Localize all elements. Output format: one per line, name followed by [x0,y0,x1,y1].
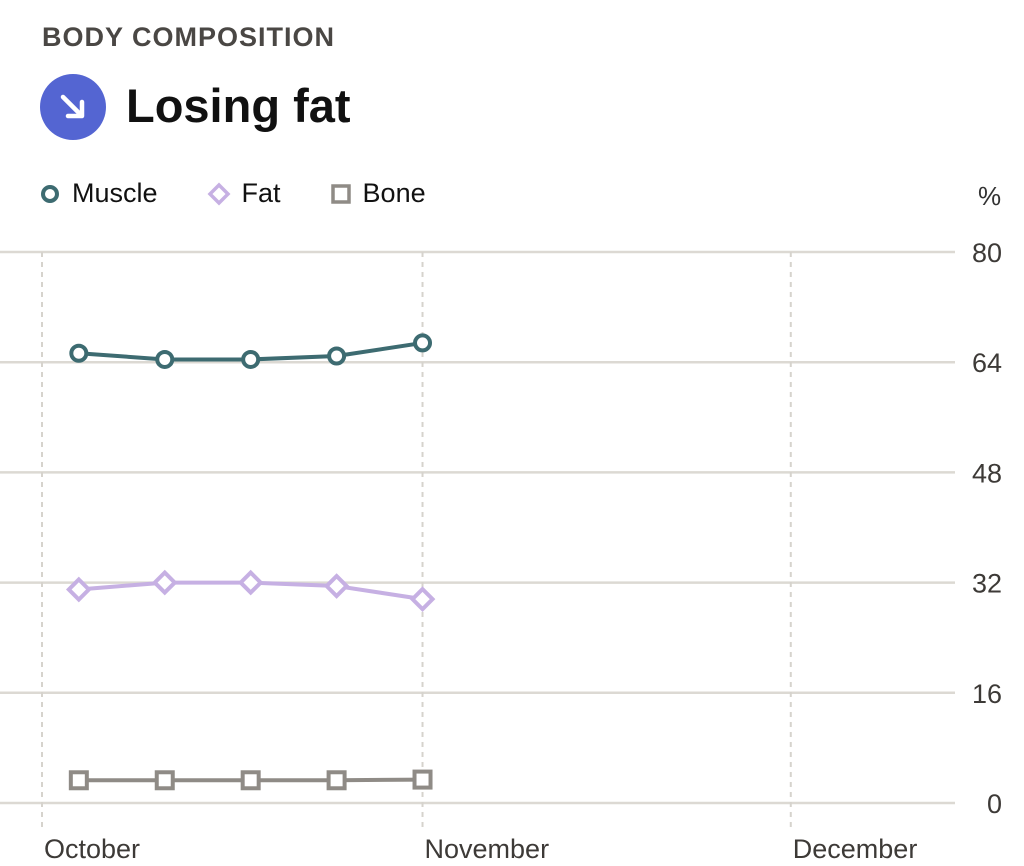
diamond-marker-icon [207,182,231,205]
data-point-muscle-4 [413,333,433,353]
y-axis-unit-label: % [978,181,1002,211]
data-point-fat-0 [65,576,92,603]
y-tick-label-64: 64 [972,348,1002,378]
y-tick-label-48: 48 [972,458,1002,488]
data-point-fat-1 [151,569,178,596]
legend-item-muscle[interactable]: Muscle [38,178,158,209]
y-tick-label-32: 32 [972,569,1002,599]
x-tick-label-october: October [44,834,140,864]
series-layer [65,333,436,791]
data-point-fat-3 [323,573,350,599]
y-tick-label-16: 16 [972,679,1002,709]
data-point-fat-4 [409,586,436,612]
x-axis-ticks: October November December [44,834,917,864]
section-label: BODY COMPOSITION [42,22,336,52]
y-tick-label-80: 80 [972,238,1002,268]
data-point-bone-3 [326,770,347,791]
legend-label-bone: Bone [362,178,426,208]
data-point-bone-4 [412,769,433,790]
legend-item-fat[interactable]: Fat [206,178,281,209]
x-tick-label-november: November [425,834,550,864]
trend-badge [40,74,106,140]
circle-marker-icon [41,184,59,203]
data-point-bone-0 [68,770,89,791]
page-title: Losing fat [126,79,351,132]
x-tick-label-december: December [793,834,918,864]
chart-legend: Muscle Fat Bone [38,178,474,209]
data-point-muscle-3 [327,346,347,366]
data-point-bone-1 [154,770,175,791]
legend-label-muscle: Muscle [72,178,158,208]
y-tick-label-0: 0 [987,789,1002,819]
legend-label-fat: Fat [241,178,281,208]
data-point-muscle-2 [241,349,261,369]
square-marker-icon [330,183,351,204]
data-point-fat-2 [237,569,264,596]
data-point-muscle-0 [69,343,89,363]
data-point-bone-2 [240,770,261,791]
y-axis-ticks: 0 16 32 48 64 80 [972,238,1002,819]
arrow-down-right-icon [60,94,85,119]
data-point-muscle-1 [155,349,175,369]
legend-item-bone[interactable]: Bone [329,178,426,209]
grid-lines [0,250,955,830]
